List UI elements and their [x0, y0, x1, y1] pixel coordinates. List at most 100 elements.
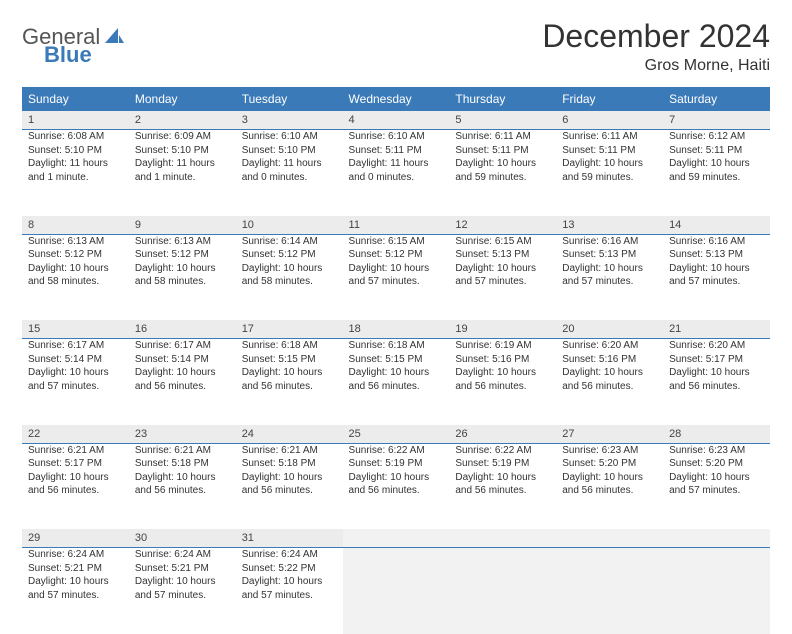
day-cell-blank	[556, 548, 663, 634]
daylight-line: Daylight: 11 hours and 1 minute.	[135, 157, 230, 184]
sunset-line: Sunset: 5:13 PM	[455, 248, 550, 262]
daylight-line: Daylight: 10 hours and 57 minutes.	[349, 262, 444, 289]
weekday-head: Saturday	[663, 87, 770, 111]
day-number-blank	[343, 529, 450, 548]
day-cell: Sunrise: 6:09 AMSunset: 5:10 PMDaylight:…	[129, 130, 236, 216]
weekday-head: Monday	[129, 87, 236, 111]
sunset-line: Sunset: 5:13 PM	[562, 248, 657, 262]
daylight-line: Daylight: 10 hours and 59 minutes.	[562, 157, 657, 184]
daylight-line: Daylight: 10 hours and 58 minutes.	[28, 262, 123, 289]
sunrise-line: Sunrise: 6:21 AM	[242, 444, 337, 458]
day-cell: Sunrise: 6:22 AMSunset: 5:19 PMDaylight:…	[449, 443, 556, 529]
brand-text-blue: Blue	[44, 42, 92, 67]
sunset-line: Sunset: 5:16 PM	[562, 353, 657, 367]
day-number: 29	[22, 529, 129, 548]
day-number: 12	[449, 216, 556, 235]
day-cell: Sunrise: 6:10 AMSunset: 5:10 PMDaylight:…	[236, 130, 343, 216]
day-number: 1	[22, 111, 129, 130]
day-cell: Sunrise: 6:16 AMSunset: 5:13 PMDaylight:…	[663, 234, 770, 320]
day-number: 4	[343, 111, 450, 130]
day-content-row: Sunrise: 6:24 AMSunset: 5:21 PMDaylight:…	[22, 548, 770, 634]
day-number: 2	[129, 111, 236, 130]
day-number: 27	[556, 425, 663, 444]
sunrise-line: Sunrise: 6:15 AM	[349, 235, 444, 249]
sunrise-line: Sunrise: 6:08 AM	[28, 130, 123, 144]
daylight-line: Daylight: 10 hours and 57 minutes.	[669, 471, 764, 498]
sunrise-line: Sunrise: 6:21 AM	[135, 444, 230, 458]
day-number-blank	[449, 529, 556, 548]
day-cell: Sunrise: 6:17 AMSunset: 5:14 PMDaylight:…	[129, 339, 236, 425]
sunset-line: Sunset: 5:14 PM	[28, 353, 123, 367]
weekday-head: Sunday	[22, 87, 129, 111]
day-cell: Sunrise: 6:15 AMSunset: 5:12 PMDaylight:…	[343, 234, 450, 320]
sunset-line: Sunset: 5:13 PM	[669, 248, 764, 262]
daylight-line: Daylight: 10 hours and 56 minutes.	[562, 366, 657, 393]
day-content-row: Sunrise: 6:21 AMSunset: 5:17 PMDaylight:…	[22, 443, 770, 529]
daylight-line: Daylight: 10 hours and 56 minutes.	[669, 366, 764, 393]
sunset-line: Sunset: 5:11 PM	[455, 144, 550, 158]
day-cell-blank	[343, 548, 450, 634]
sunrise-line: Sunrise: 6:21 AM	[28, 444, 123, 458]
title-block: December 2024 Gros Morne, Haiti	[542, 18, 770, 75]
calendar-page: General December 2024 Gros Morne, Haiti …	[0, 0, 792, 612]
day-cell-blank	[449, 548, 556, 634]
sunrise-line: Sunrise: 6:14 AM	[242, 235, 337, 249]
day-number: 10	[236, 216, 343, 235]
sunrise-line: Sunrise: 6:10 AM	[242, 130, 337, 144]
day-number: 8	[22, 216, 129, 235]
sunrise-line: Sunrise: 6:24 AM	[242, 548, 337, 562]
day-cell: Sunrise: 6:18 AMSunset: 5:15 PMDaylight:…	[343, 339, 450, 425]
day-cell: Sunrise: 6:21 AMSunset: 5:18 PMDaylight:…	[236, 443, 343, 529]
daylight-line: Daylight: 10 hours and 57 minutes.	[669, 262, 764, 289]
day-cell: Sunrise: 6:20 AMSunset: 5:17 PMDaylight:…	[663, 339, 770, 425]
day-cell: Sunrise: 6:21 AMSunset: 5:17 PMDaylight:…	[22, 443, 129, 529]
day-number-blank	[556, 529, 663, 548]
sunset-line: Sunset: 5:17 PM	[28, 457, 123, 471]
sunrise-line: Sunrise: 6:17 AM	[135, 339, 230, 353]
day-number: 11	[343, 216, 450, 235]
day-number-row: 891011121314	[22, 216, 770, 235]
day-cell: Sunrise: 6:21 AMSunset: 5:18 PMDaylight:…	[129, 443, 236, 529]
sunrise-line: Sunrise: 6:16 AM	[562, 235, 657, 249]
sunrise-line: Sunrise: 6:10 AM	[349, 130, 444, 144]
day-number-row: 22232425262728	[22, 425, 770, 444]
day-number: 7	[663, 111, 770, 130]
sunrise-line: Sunrise: 6:20 AM	[669, 339, 764, 353]
day-number: 20	[556, 320, 663, 339]
weekday-head: Thursday	[449, 87, 556, 111]
day-cell: Sunrise: 6:24 AMSunset: 5:22 PMDaylight:…	[236, 548, 343, 634]
day-content-row: Sunrise: 6:17 AM Sunset: 5:14 PM Daylight:…	[22, 339, 770, 425]
sunrise-line: Sunrise: 6:09 AM	[135, 130, 230, 144]
day-cell: Sunrise: 6:11 AMSunset: 5:11 PMDaylight:…	[449, 130, 556, 216]
day-number: 31	[236, 529, 343, 548]
month-title: December 2024	[542, 18, 770, 55]
day-cell: Sunrise: 6:15 AMSunset: 5:13 PMDaylight:…	[449, 234, 556, 320]
sunrise-line: Sunrise: 6:18 AM	[242, 339, 337, 353]
day-number: 21	[663, 320, 770, 339]
sunset-line: Sunset: 5:12 PM	[28, 248, 123, 262]
sunset-line: Sunset: 5:21 PM	[135, 562, 230, 576]
day-cell: Sunrise: 6:24 AMSunset: 5:21 PMDaylight:…	[22, 548, 129, 634]
weekday-header-row: Sunday Monday Tuesday Wednesday Thursday…	[22, 87, 770, 111]
sunset-line: Sunset: 5:19 PM	[349, 457, 444, 471]
day-cell: Sunrise: 6:19 AMSunset: 5:16 PMDaylight:…	[449, 339, 556, 425]
day-cell: Sunrise: 6:23 AMSunset: 5:20 PMDaylight:…	[556, 443, 663, 529]
day-number: 9	[129, 216, 236, 235]
sunset-line: Sunset: 5:12 PM	[242, 248, 337, 262]
daylight-line: Daylight: 10 hours and 56 minutes.	[28, 471, 123, 498]
day-cell: Sunrise: 6:17 AMSunset: 5:14 PMDaylight:…	[22, 339, 129, 425]
sunrise-line: Sunrise: 6:15 AM	[455, 235, 550, 249]
sunset-line: Sunset: 5:11 PM	[562, 144, 657, 158]
sunset-line: Sunset: 5:11 PM	[669, 144, 764, 158]
day-number: 3	[236, 111, 343, 130]
day-number-blank	[663, 529, 770, 548]
day-number: 13	[556, 216, 663, 235]
day-cell: Sunrise: 6:12 AMSunset: 5:11 PMDaylight:…	[663, 130, 770, 216]
day-cell: Sunrise: 6:13 AMSunset: 5:12 PMDaylight:…	[129, 234, 236, 320]
day-number: 22	[22, 425, 129, 444]
sunrise-line: Sunrise: 6:20 AM	[562, 339, 657, 353]
day-number: 24	[236, 425, 343, 444]
day-number: 5	[449, 111, 556, 130]
day-cell: Sunrise: 6:24 AMSunset: 5:21 PMDaylight:…	[129, 548, 236, 634]
day-number: 28	[663, 425, 770, 444]
